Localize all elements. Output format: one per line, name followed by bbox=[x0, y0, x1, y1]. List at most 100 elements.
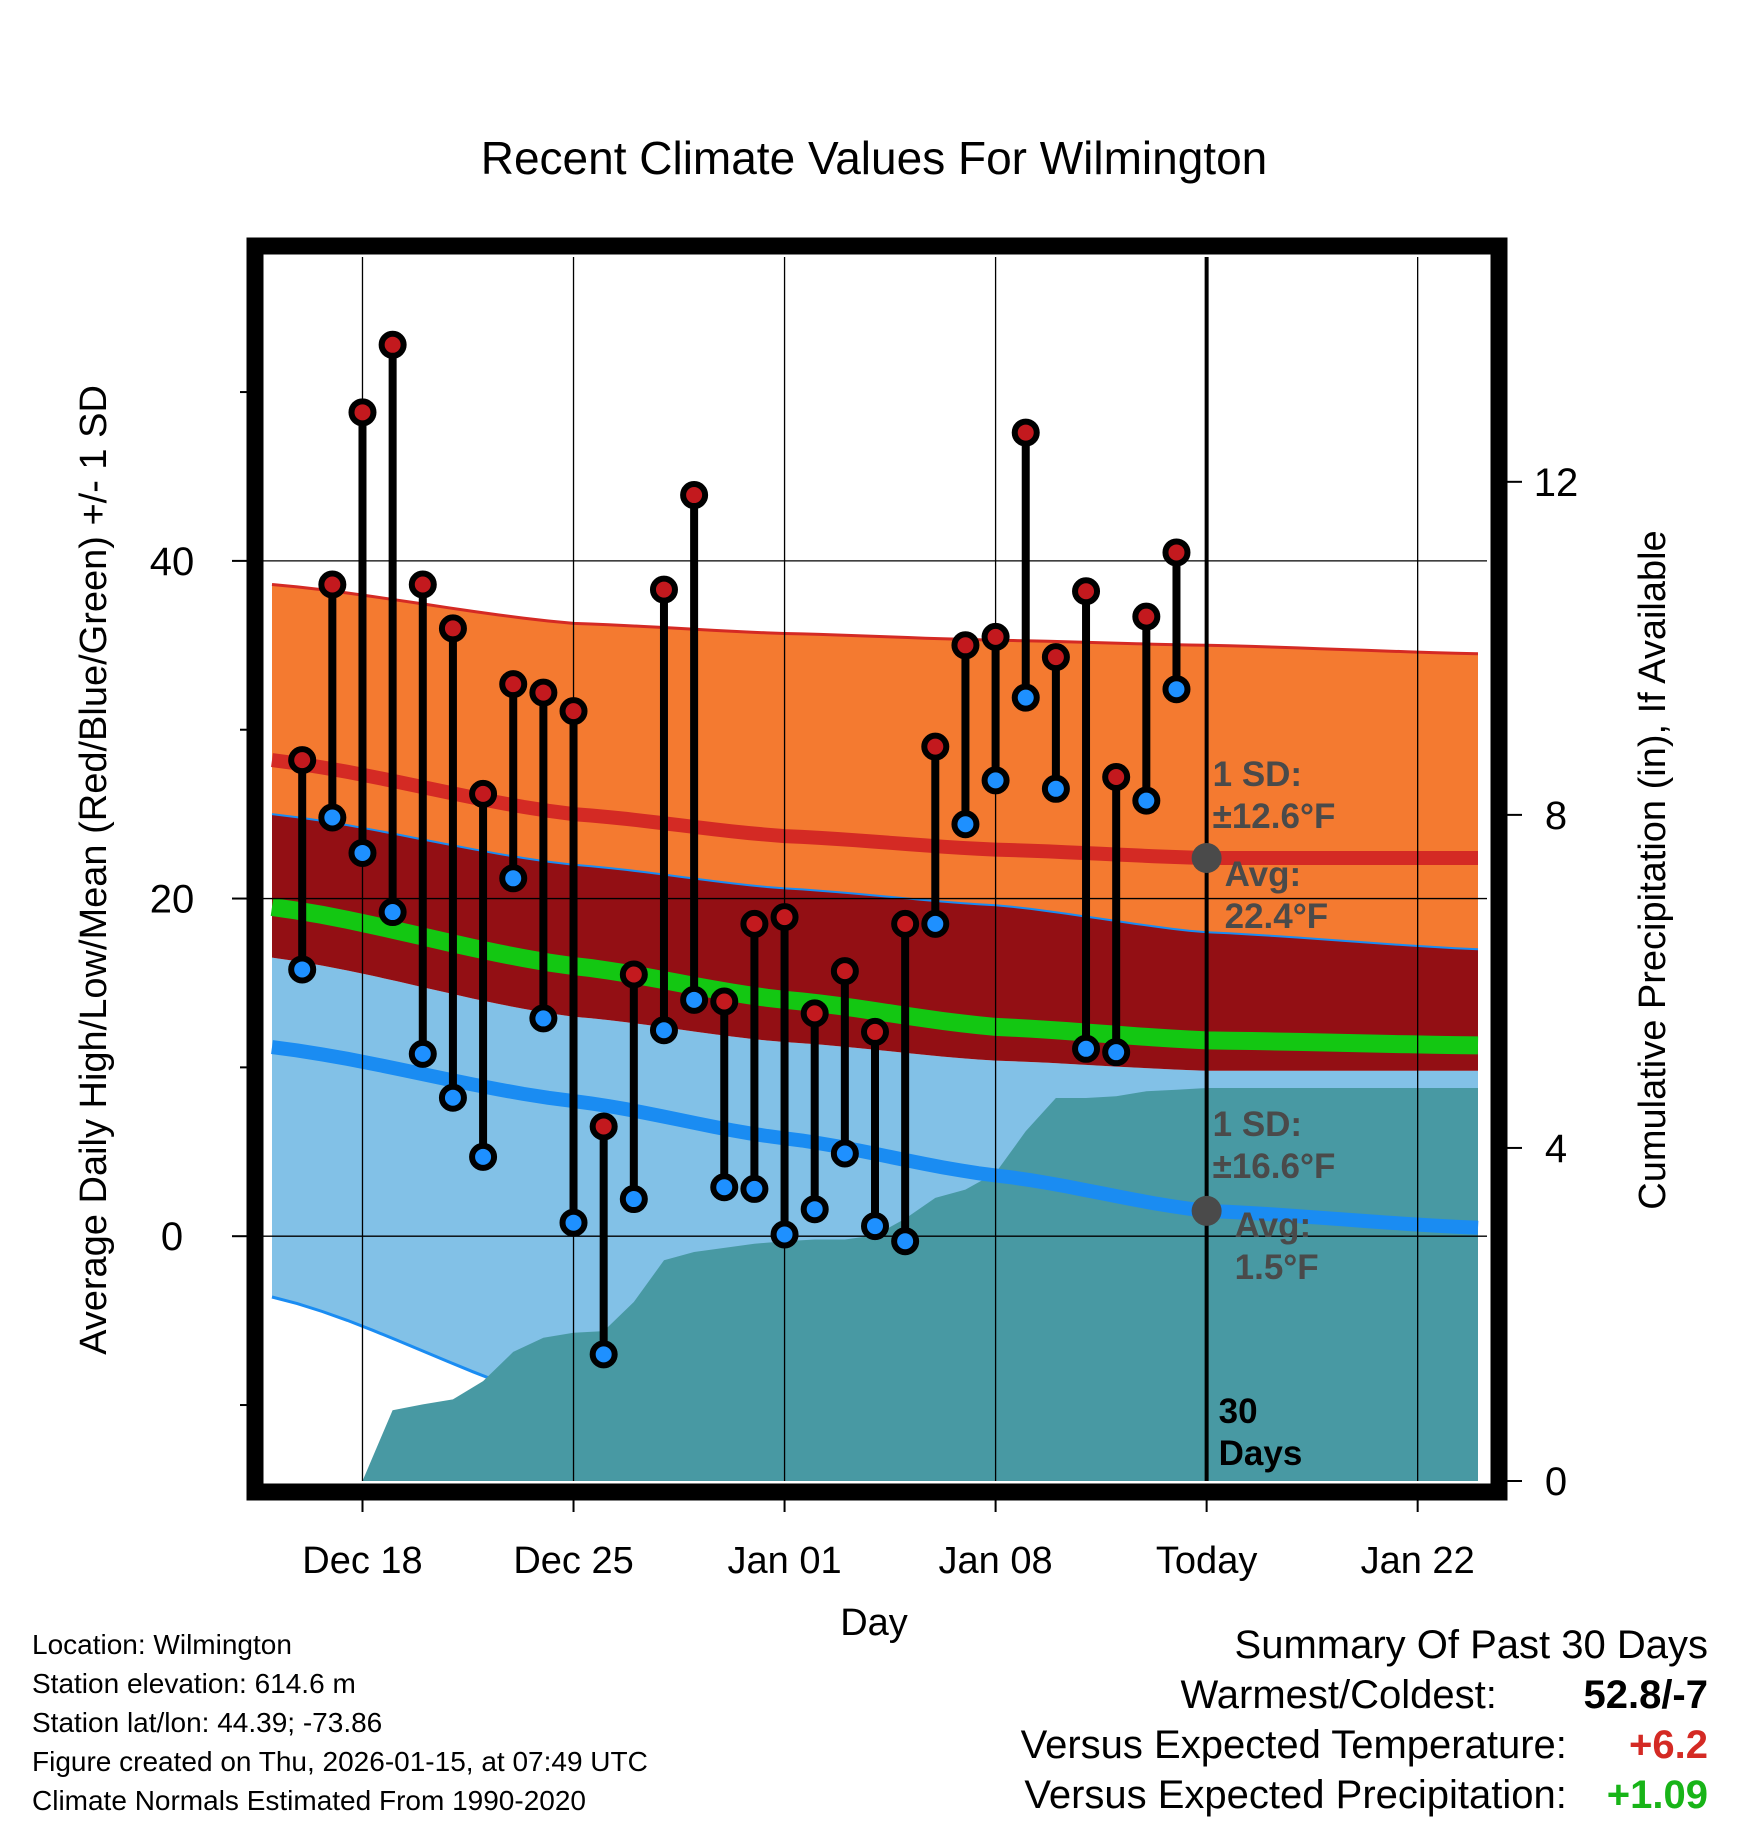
chart-title: Recent Climate Values For Wilmington bbox=[481, 132, 1268, 184]
low-sd-label: 1 SD: bbox=[1213, 1105, 1302, 1144]
daily-high-point bbox=[499, 670, 528, 699]
precip-anomaly-value: +1.09 bbox=[1606, 1773, 1708, 1817]
high-avg-value: 22.4°F bbox=[1225, 897, 1329, 936]
y-left-tick-label: 40 bbox=[150, 540, 195, 584]
daily-high-point bbox=[559, 697, 588, 726]
daily-low-point bbox=[680, 985, 709, 1014]
elevation-text: Station elevation: 614.6 m bbox=[32, 1668, 356, 1699]
created-text: Figure created on Thu, 2026-01-15, at 07… bbox=[32, 1746, 648, 1777]
daily-low-point bbox=[981, 766, 1010, 795]
station-info: Location: Wilmington Station elevation: … bbox=[32, 1628, 648, 1823]
daily-high-point bbox=[951, 631, 980, 660]
x-tick-label: Dec 18 bbox=[302, 1540, 422, 1582]
high-avg-marker bbox=[1191, 843, 1222, 874]
daily-high-point bbox=[318, 570, 347, 599]
daily-low-point bbox=[921, 909, 950, 938]
summary-precipitation: Versus Expected Precipitation: +1.09 bbox=[1021, 1770, 1708, 1820]
daily-low-point bbox=[951, 810, 980, 839]
daily-low-point bbox=[559, 1208, 588, 1237]
high-normal-line bbox=[271, 753, 1478, 865]
y-left-tick-label: 20 bbox=[150, 878, 195, 922]
high-sd-upper-edge bbox=[271, 583, 1479, 656]
daily-high-point bbox=[529, 678, 558, 707]
axes: Dec 18 Dec 25 Jan 01 Jan 08 Today Jan 22 0 20 40… bbox=[150, 391, 1579, 1582]
daily-high-point bbox=[438, 614, 467, 643]
y-right-tick-label: 12 bbox=[1534, 461, 1579, 505]
normals-period-text: Climate Normals Estimated From 1990-2020 bbox=[32, 1785, 586, 1816]
warmest-coldest-label: Warmest/Coldest: bbox=[1180, 1673, 1497, 1717]
daily-high-point bbox=[1132, 602, 1161, 631]
daily-low-point bbox=[1132, 786, 1161, 815]
daily-low-point bbox=[438, 1083, 467, 1112]
daily-high-point bbox=[378, 330, 407, 359]
warmest-coldest-value: 52.8/-7 bbox=[1583, 1673, 1708, 1717]
x-tick-label: Jan 01 bbox=[728, 1540, 842, 1582]
daily-high-point bbox=[1011, 418, 1040, 447]
daily-low-point bbox=[619, 1185, 648, 1214]
daily-low-point bbox=[1072, 1034, 1101, 1063]
daily-high-point bbox=[1102, 762, 1131, 791]
summary-warmest-coldest: Warmest/Coldest: 52.8/-7 bbox=[1021, 1670, 1709, 1720]
daily-low-point bbox=[649, 1016, 678, 1045]
daily-low-point bbox=[529, 1004, 558, 1033]
daily-low-point bbox=[740, 1174, 769, 1203]
y-right-tick-label: 4 bbox=[1545, 1127, 1567, 1171]
daily-high-point bbox=[408, 570, 437, 599]
plot-frame bbox=[246, 237, 1508, 1501]
days-count-label: 30 bbox=[1219, 1392, 1258, 1431]
daily-low-point bbox=[589, 1340, 618, 1369]
x-tick-label: Dec 25 bbox=[513, 1540, 633, 1582]
location-text: Location: Wilmington bbox=[32, 1629, 292, 1660]
daily-low-point bbox=[1102, 1038, 1131, 1067]
daily-high-point bbox=[861, 1017, 889, 1046]
high-sd-lower-edge bbox=[271, 813, 1479, 951]
daily-high-point bbox=[1072, 577, 1101, 606]
daily-high-point bbox=[1041, 643, 1070, 672]
cumulative-precip-area bbox=[362, 1088, 1478, 1481]
x-tick-label: Jan 08 bbox=[939, 1540, 1053, 1582]
daily-high-point bbox=[288, 746, 317, 775]
daily-high-point bbox=[830, 957, 859, 986]
daily-high-point bbox=[770, 903, 799, 932]
summary-title: Summary Of Past 30 Days bbox=[1234, 1623, 1708, 1667]
daily-low-point bbox=[830, 1139, 859, 1168]
daily-low-point bbox=[378, 898, 407, 927]
summary-panel: Summary Of Past 30 Days Warmest/Coldest:… bbox=[1021, 1620, 1708, 1820]
daily-high-point bbox=[348, 398, 377, 427]
daily-low-point bbox=[499, 864, 528, 893]
x-tick-label: Jan 22 bbox=[1361, 1540, 1475, 1582]
daily-low-point bbox=[861, 1212, 889, 1241]
y-right-tick-label: 0 bbox=[1545, 1460, 1567, 1504]
high-sd-label: 1 SD: bbox=[1213, 755, 1302, 794]
daily-high-point bbox=[710, 987, 739, 1016]
daily-low-point bbox=[348, 838, 377, 867]
daily-low-point bbox=[469, 1142, 498, 1171]
daily-high-point bbox=[469, 779, 498, 808]
daily-low-point bbox=[408, 1039, 437, 1068]
daily-high-point bbox=[1162, 538, 1191, 567]
temp-anomaly-value: +6.2 bbox=[1629, 1723, 1708, 1767]
daily-low-point bbox=[891, 1227, 920, 1256]
low-avg-marker bbox=[1191, 1195, 1222, 1226]
mean-normal-line bbox=[270, 898, 1479, 1055]
low-sd-value: ±16.6°F bbox=[1213, 1147, 1336, 1186]
daily-high-point bbox=[589, 1112, 618, 1141]
daily-low-point bbox=[1041, 774, 1070, 803]
daily-low-point bbox=[770, 1220, 799, 1249]
x-axis-label: Day bbox=[840, 1602, 908, 1644]
summary-temperature: Versus Expected Temperature: +6.2 bbox=[1021, 1720, 1708, 1770]
daily-low-point bbox=[288, 955, 317, 984]
daily-low-point bbox=[318, 803, 347, 832]
low-normal-line bbox=[271, 1040, 1479, 1235]
observation-marks bbox=[288, 330, 1191, 1369]
y-axis-label-left: Average Daily High/Low/Mean (Red/Blue/Gr… bbox=[73, 385, 115, 1355]
low-avg-label: Avg: bbox=[1235, 1206, 1311, 1245]
x-tick-label: Today bbox=[1156, 1540, 1257, 1582]
daily-low-point bbox=[710, 1173, 739, 1202]
daily-low-point bbox=[1011, 683, 1040, 712]
days-unit-label: Days bbox=[1219, 1434, 1303, 1473]
daily-high-point bbox=[891, 909, 920, 938]
latlon-text: Station lat/lon: 44.39; -73.86 bbox=[32, 1707, 383, 1738]
daily-high-point bbox=[649, 575, 678, 604]
high-avg-label: Avg: bbox=[1225, 855, 1301, 894]
